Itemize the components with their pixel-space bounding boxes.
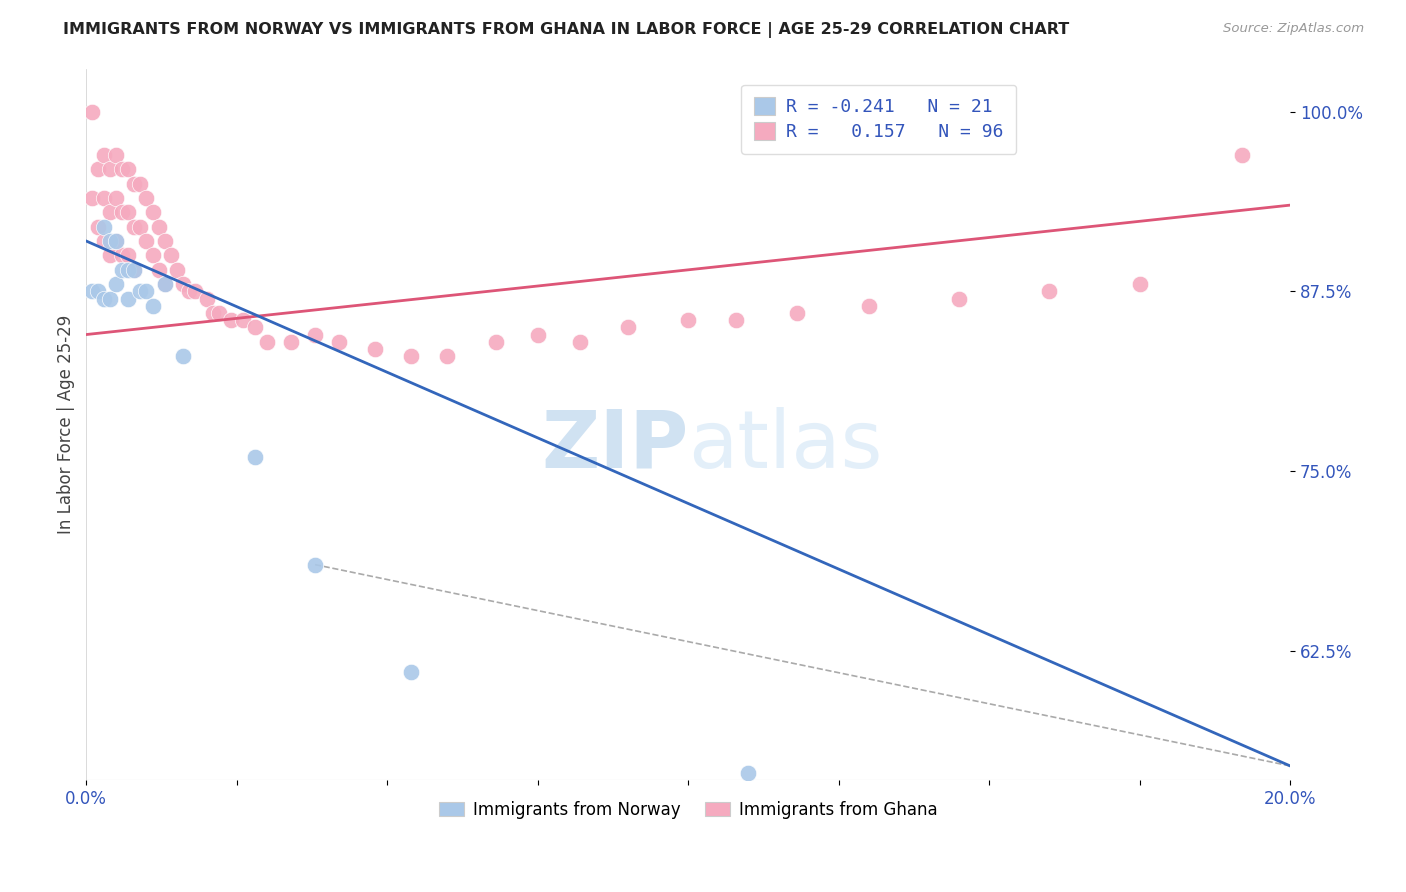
- Point: [117, 292, 139, 306]
- Point: [87, 285, 110, 299]
- Point: [141, 205, 163, 219]
- Point: [243, 320, 266, 334]
- Point: [219, 313, 242, 327]
- Point: [117, 263, 139, 277]
- Point: [98, 162, 121, 177]
- Point: [256, 334, 278, 349]
- Point: [135, 191, 157, 205]
- Point: [117, 248, 139, 262]
- Point: [111, 248, 134, 262]
- Point: [183, 285, 205, 299]
- Point: [129, 177, 152, 191]
- Point: [786, 306, 808, 320]
- Point: [948, 292, 970, 306]
- Point: [111, 263, 134, 277]
- Point: [129, 285, 152, 299]
- Point: [105, 234, 128, 248]
- Point: [105, 277, 128, 292]
- Point: [364, 342, 387, 356]
- Point: [166, 263, 188, 277]
- Point: [93, 234, 115, 248]
- Point: [93, 191, 115, 205]
- Text: ZIP: ZIP: [541, 407, 688, 484]
- Point: [98, 205, 121, 219]
- Point: [177, 285, 200, 299]
- Point: [436, 349, 458, 363]
- Point: [148, 263, 170, 277]
- Point: [232, 313, 254, 327]
- Point: [135, 285, 157, 299]
- Text: atlas: atlas: [688, 407, 883, 484]
- Point: [195, 292, 218, 306]
- Point: [82, 104, 104, 119]
- Point: [141, 248, 163, 262]
- Point: [172, 277, 194, 292]
- Point: [87, 219, 110, 234]
- Point: [117, 162, 139, 177]
- Point: [1230, 148, 1253, 162]
- Point: [1038, 285, 1060, 299]
- Point: [93, 219, 115, 234]
- Point: [98, 292, 121, 306]
- Point: [243, 450, 266, 464]
- Point: [135, 234, 157, 248]
- Text: IMMIGRANTS FROM NORWAY VS IMMIGRANTS FROM GHANA IN LABOR FORCE | AGE 25-29 CORRE: IMMIGRANTS FROM NORWAY VS IMMIGRANTS FRO…: [63, 22, 1070, 38]
- Point: [129, 219, 152, 234]
- Point: [93, 148, 115, 162]
- Text: Source: ZipAtlas.com: Source: ZipAtlas.com: [1223, 22, 1364, 36]
- Point: [737, 766, 759, 780]
- Point: [526, 327, 548, 342]
- Point: [124, 177, 146, 191]
- Point: [172, 349, 194, 363]
- Point: [153, 277, 176, 292]
- Point: [208, 306, 231, 320]
- Point: [280, 334, 302, 349]
- Point: [111, 162, 134, 177]
- Point: [201, 306, 224, 320]
- Point: [98, 248, 121, 262]
- Point: [141, 299, 163, 313]
- Point: [82, 285, 104, 299]
- Point: [304, 327, 326, 342]
- Point: [153, 277, 176, 292]
- Point: [328, 334, 350, 349]
- Point: [124, 263, 146, 277]
- Point: [484, 334, 506, 349]
- Point: [105, 234, 128, 248]
- Point: [1129, 277, 1152, 292]
- Point: [676, 313, 699, 327]
- Point: [725, 313, 748, 327]
- Point: [858, 299, 880, 313]
- Legend: Immigrants from Norway, Immigrants from Ghana: Immigrants from Norway, Immigrants from …: [433, 794, 943, 825]
- Point: [617, 320, 640, 334]
- Point: [148, 219, 170, 234]
- Point: [105, 191, 128, 205]
- Point: [568, 334, 591, 349]
- Point: [111, 205, 134, 219]
- Point: [93, 292, 115, 306]
- Point: [401, 349, 423, 363]
- Point: [105, 148, 128, 162]
- Point: [159, 248, 181, 262]
- Point: [117, 205, 139, 219]
- Point: [87, 162, 110, 177]
- Point: [124, 219, 146, 234]
- Point: [401, 665, 423, 680]
- Point: [124, 263, 146, 277]
- Point: [304, 558, 326, 572]
- Point: [153, 234, 176, 248]
- Point: [98, 234, 121, 248]
- Point: [82, 191, 104, 205]
- Y-axis label: In Labor Force | Age 25-29: In Labor Force | Age 25-29: [58, 315, 75, 534]
